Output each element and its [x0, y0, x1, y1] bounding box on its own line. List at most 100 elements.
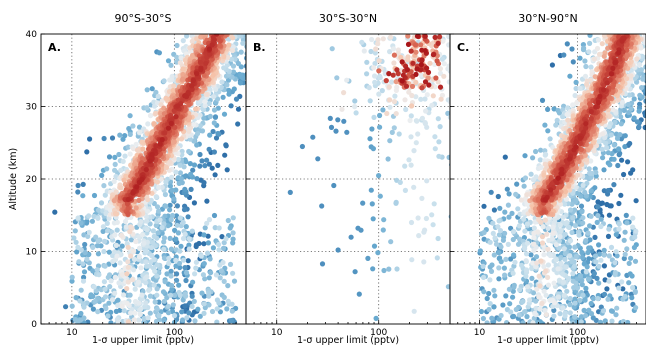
panel-c-point: [491, 207, 497, 213]
panel-a-point: [144, 274, 150, 280]
panel-c-point: [553, 257, 559, 263]
panel-b-point: [341, 118, 347, 124]
panel-b-point: [369, 36, 375, 43]
panel-c-point: [588, 213, 594, 219]
panel-a-point: [161, 235, 167, 241]
panel-c-point: [580, 182, 586, 188]
panel-c-point: [616, 221, 622, 227]
panel-a-point: [220, 259, 226, 266]
panel-a-point: [227, 225, 233, 231]
panel-a-point: [166, 260, 172, 266]
panel-c-point: [496, 250, 502, 256]
panel-a-point: [186, 236, 192, 242]
panel-b-point: [446, 42, 450, 48]
panel-c-point: [611, 182, 617, 188]
panel-b-point: [430, 93, 436, 99]
panel-a-point: [121, 177, 127, 183]
panel-c-point: [572, 92, 578, 99]
panel-b-point: [377, 75, 383, 81]
panel-a-point: [133, 205, 139, 211]
panel-b-point: [352, 98, 358, 104]
panel-b-axes: 10 100: [245, 33, 451, 338]
panel-a-point: [168, 268, 174, 274]
panel-a-point: [102, 294, 109, 300]
panel-c-point: [622, 293, 628, 300]
panel-b: 30°S-30°N 10 100 B. 1-σ upper limit (pptv…: [245, 12, 451, 346]
panel-a-point: [69, 303, 75, 309]
panel-c-point: [508, 309, 514, 315]
panel-a-point: [201, 241, 207, 247]
panel-a-point: [117, 132, 123, 138]
panel-c-point: [622, 133, 628, 139]
panel-a-point: [201, 261, 207, 267]
panel-c-point: [606, 278, 612, 284]
panel-c-point: [535, 229, 541, 235]
panel-b-point: [372, 60, 378, 67]
panel-b-point: [400, 72, 406, 78]
panel-c-point: [642, 112, 646, 119]
panel-c-point: [576, 232, 582, 238]
panel-b-point: [433, 75, 439, 81]
panel-a-point: [194, 142, 200, 148]
panel-b-point: [414, 66, 420, 72]
panel-b-point: [422, 120, 428, 126]
panel-b-point: [385, 156, 391, 162]
panel-c-point: [622, 229, 628, 235]
panel-a-point: [174, 54, 180, 60]
panel-c-point: [545, 128, 551, 134]
panel-a-point: [125, 319, 131, 324]
panel-b-point: [327, 115, 333, 121]
panel-c-point: [624, 220, 630, 226]
panel-a-point: [120, 136, 126, 142]
panel-b-point: [434, 58, 440, 64]
panel-c-point: [591, 56, 598, 62]
panel-c-point: [502, 209, 508, 215]
panel-a-point: [169, 283, 175, 289]
panel-c-point: [591, 270, 598, 277]
panel-b-point: [352, 104, 358, 110]
panel-a-point: [103, 305, 109, 311]
panel-a-point: [124, 300, 130, 306]
panel-a-point: [208, 270, 214, 276]
panel-c-point: [542, 122, 548, 128]
panel-b-point: [413, 71, 419, 77]
panel-a-point: [137, 129, 143, 135]
panel-c-point: [596, 51, 603, 57]
panel-c-point: [577, 85, 583, 91]
panel-c-point: [569, 229, 575, 236]
panel-b-point: [429, 212, 435, 218]
panel-c-point: [567, 310, 573, 316]
panel-c-point: [536, 294, 542, 300]
panel-c-point: [487, 277, 493, 283]
panel-a-point: [102, 286, 108, 292]
panel-a-point: [163, 95, 169, 101]
panel-a-point: [191, 162, 198, 168]
panel-b-point: [432, 34, 438, 41]
panel-a-point: [220, 245, 227, 251]
panel-c-point: [623, 212, 629, 218]
panel-b-point: [439, 56, 445, 62]
panel-a-point: [180, 317, 186, 323]
panel-a-point: [169, 174, 175, 180]
panel-a-point: [227, 261, 234, 267]
panel-a-point: [182, 186, 188, 192]
panel-a-point: [101, 183, 107, 189]
panel-c-point: [516, 312, 522, 318]
panel-a-point: [73, 295, 79, 301]
panel-a-point: [82, 241, 88, 248]
panel-c-point: [544, 231, 550, 237]
panel-b-point: [411, 184, 417, 190]
panel-c-point: [531, 247, 537, 254]
panel-a-point: [170, 87, 176, 94]
panel-a-point: [176, 180, 182, 186]
panel-b-point: [403, 83, 410, 89]
panel-c-point: [516, 223, 523, 229]
panel-a-point: [173, 257, 179, 263]
panel-a-point: [189, 83, 195, 89]
panel-b-point: [435, 116, 441, 122]
panel-a-point: [244, 55, 246, 61]
panel-a-y-tick-label-2: 20: [26, 175, 38, 185]
panel-c-point: [503, 293, 509, 299]
panel-a-point: [151, 257, 157, 263]
panel-a-point: [212, 172, 218, 178]
